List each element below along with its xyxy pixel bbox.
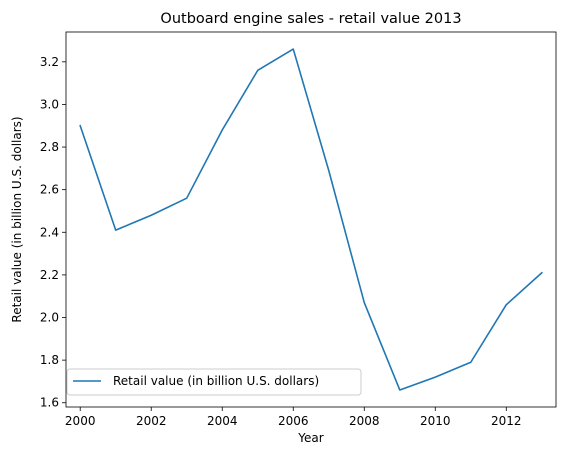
legend-label: Retail value (in billion U.S. dollars): [113, 374, 319, 388]
y-tick-label: 2.4: [40, 225, 59, 239]
series-layer: [79, 48, 543, 391]
x-tick-label: 2010: [420, 414, 451, 428]
y-axis-ticks: 1.6 1.8 2.0 2.2 2.4 2.6 2.8 3.0 3.2: [40, 55, 66, 410]
plot-area: [65, 31, 557, 408]
x-tick-label: 2000: [65, 414, 96, 428]
legend: Retail value (in billion U.S. dollars): [66, 368, 362, 396]
x-axis-ticks: 2000 2002 2004 2006 2008 2010 2012: [65, 407, 522, 428]
y-tick-label: 1.6: [40, 396, 59, 410]
x-tick-label: 2004: [207, 414, 238, 428]
legend-box: [66, 368, 362, 396]
y-tick-label: 2.6: [40, 183, 59, 197]
y-tick-label: 3.2: [40, 55, 59, 69]
y-axis-label: Retail value (in billion U.S. dollars): [10, 116, 24, 322]
x-tick-label: 2006: [278, 414, 309, 428]
chart-title: Outboard engine sales - retail value 201…: [160, 11, 461, 27]
series-line-0: [79, 48, 543, 391]
x-axis-label: Year: [297, 431, 323, 445]
y-tick-label: 2.0: [40, 311, 59, 325]
y-tick-label: 2.8: [40, 140, 59, 154]
x-tick-label: 2002: [136, 414, 167, 428]
x-tick-label: 2008: [349, 414, 380, 428]
y-tick-label: 2.2: [40, 268, 59, 282]
plot-frame: [65, 31, 557, 408]
y-tick-label: 1.8: [40, 353, 59, 367]
y-tick-label: 3.0: [40, 97, 59, 111]
x-tick-label: 2012: [491, 414, 522, 428]
